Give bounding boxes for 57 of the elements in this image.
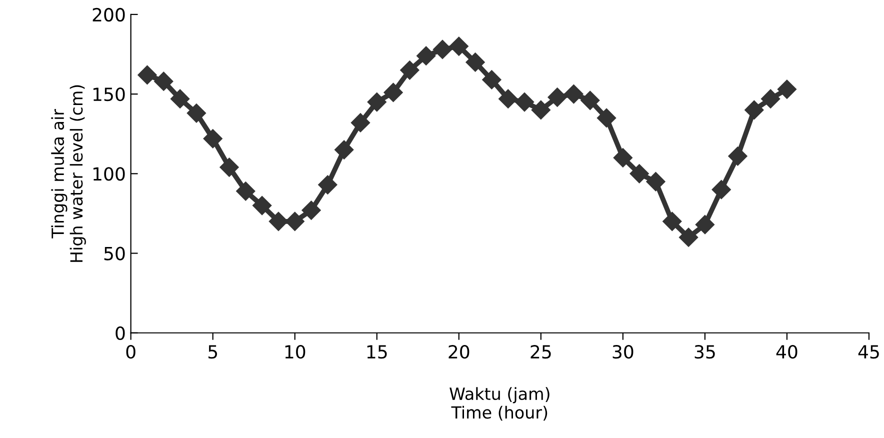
point — [514, 92, 534, 112]
y-tick-label: 0 — [116, 326, 125, 340]
point — [662, 212, 682, 231]
point — [203, 129, 222, 148]
point — [761, 89, 780, 108]
point — [138, 65, 157, 84]
x-tick-label: 40 — [776, 345, 798, 359]
point — [531, 100, 550, 120]
point — [252, 196, 272, 216]
point — [482, 70, 502, 90]
point — [302, 200, 321, 220]
point — [630, 164, 649, 184]
point — [384, 82, 403, 102]
point — [744, 100, 764, 120]
y-tick-label: 50 — [104, 246, 125, 260]
point — [154, 72, 174, 91]
point — [466, 52, 485, 72]
point — [679, 228, 698, 247]
y-tick-label: 150 — [93, 88, 125, 102]
x-tick-label: 15 — [367, 345, 387, 359]
x-tick-label: 10 — [285, 345, 306, 359]
point — [580, 90, 600, 110]
x-tick-label: 5 — [208, 345, 218, 359]
point — [170, 89, 190, 108]
point — [712, 180, 731, 200]
point — [400, 60, 420, 80]
point — [498, 89, 518, 108]
x-tick-label: 20 — [448, 345, 470, 359]
x-tick-label: 0 — [126, 345, 136, 359]
x-axis-title: Waktu (jam) Time (hour) — [450, 387, 550, 421]
point — [613, 148, 632, 168]
point — [186, 104, 206, 123]
y-tick-label: 200 — [92, 8, 125, 22]
x-tick-label: 30 — [612, 345, 634, 359]
point — [350, 113, 370, 132]
point — [367, 92, 386, 112]
point — [777, 80, 796, 99]
point — [285, 212, 304, 231]
x-tick-label: 35 — [694, 345, 715, 359]
point — [728, 146, 748, 166]
point — [432, 40, 452, 60]
x-tick-label: 45 — [858, 345, 879, 359]
point — [449, 36, 468, 56]
point — [548, 88, 567, 107]
point — [564, 84, 584, 104]
point — [596, 108, 616, 128]
point — [220, 158, 239, 177]
point — [268, 212, 288, 231]
y-tick-label: 100 — [93, 167, 125, 181]
point — [318, 175, 338, 194]
point — [236, 182, 256, 201]
point — [416, 46, 436, 66]
x-tick-label: 25 — [530, 345, 551, 359]
y-axis-title: Tinggi muka air High water level (cm) — [51, 85, 86, 262]
point — [695, 215, 714, 234]
point — [646, 172, 666, 192]
point — [334, 140, 354, 160]
